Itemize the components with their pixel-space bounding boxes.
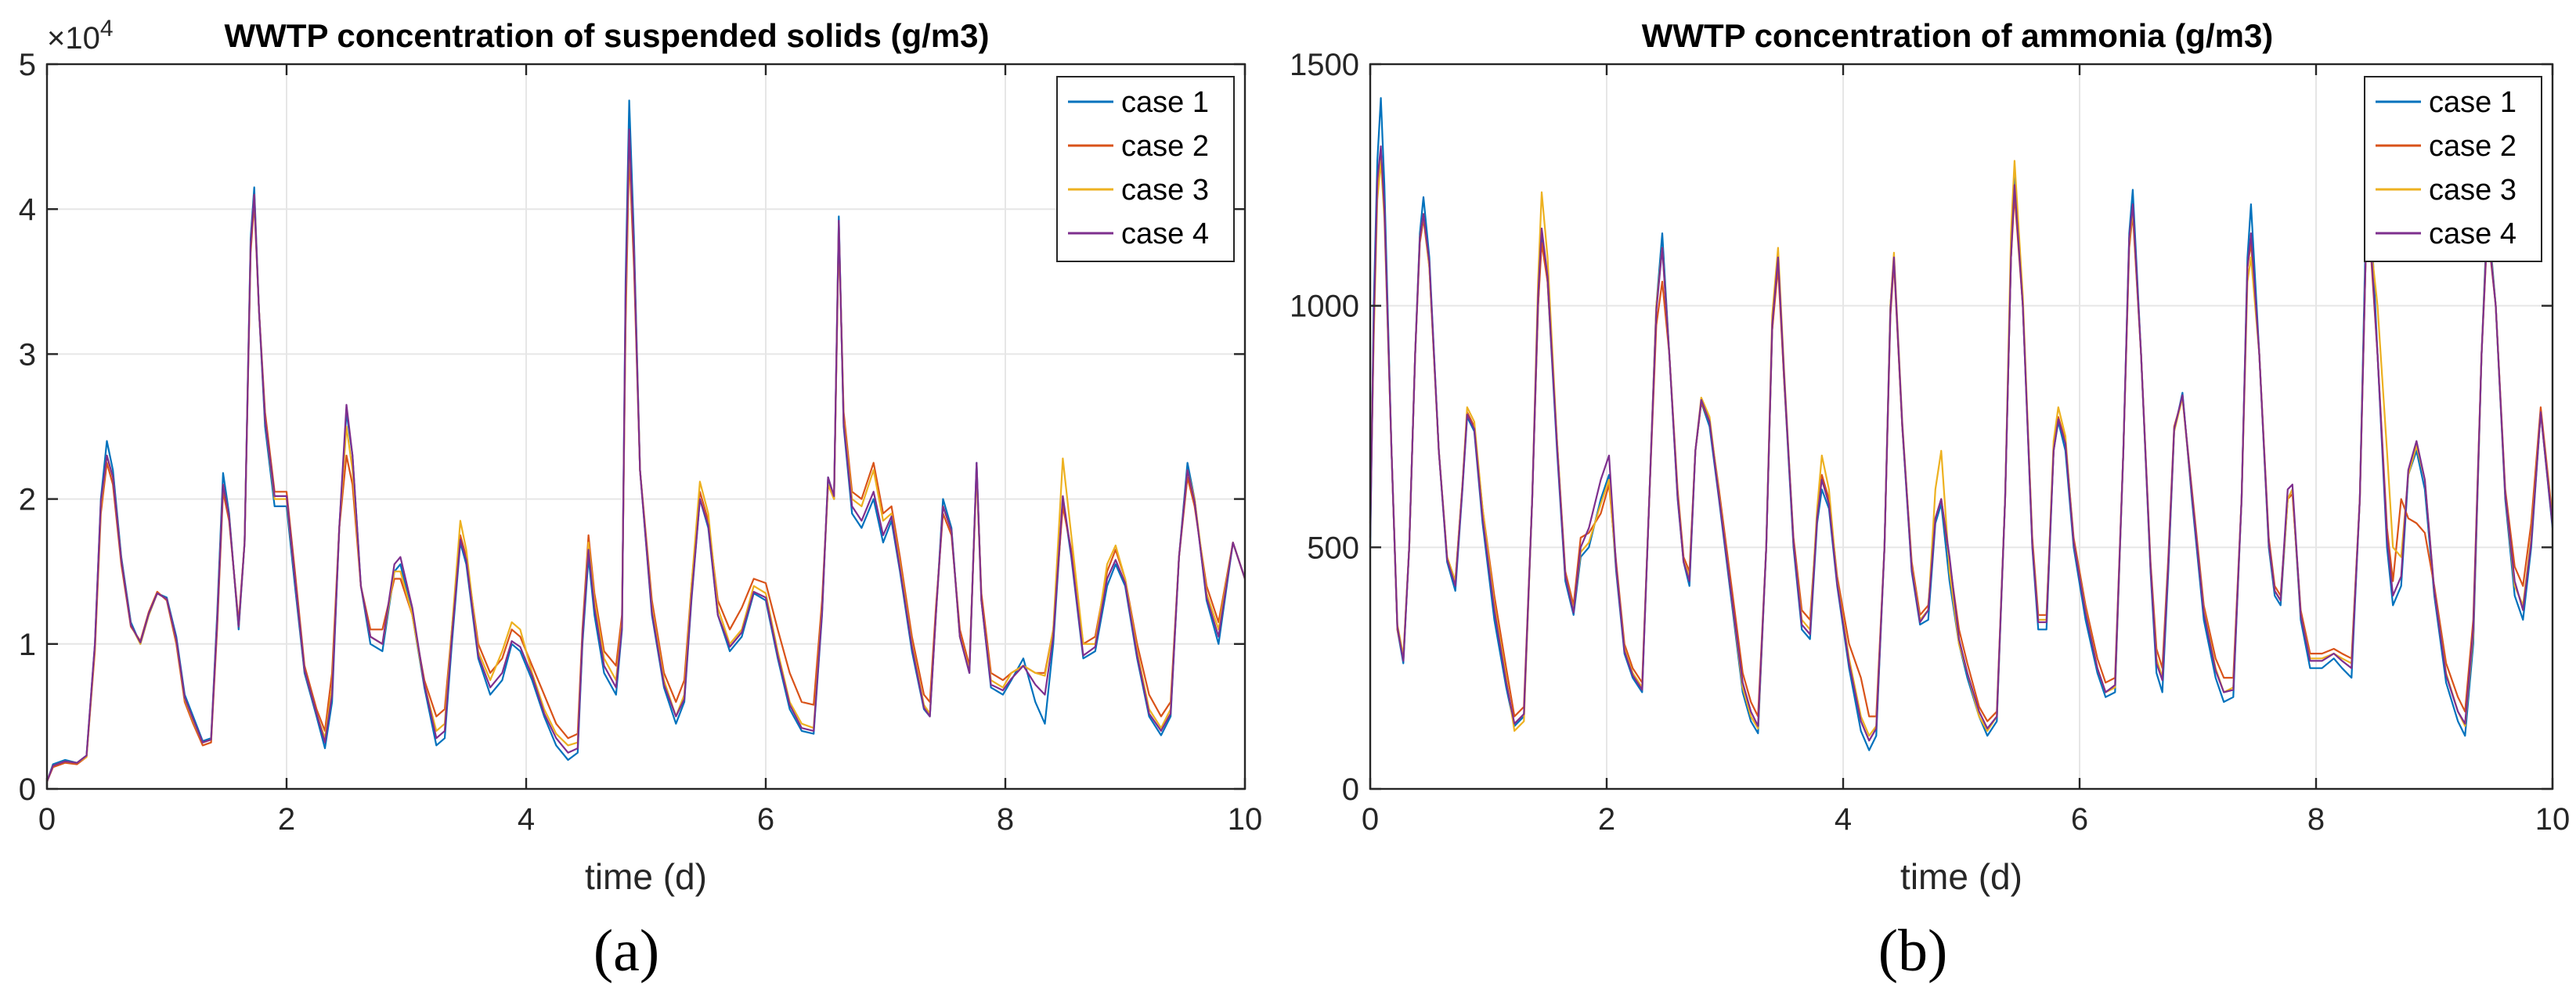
- x-tick-label: 10: [1228, 802, 1263, 837]
- legend-box: [1056, 76, 1235, 262]
- y-tick-label: 1000: [1290, 290, 1359, 324]
- subplot-label: (b): [1878, 918, 1948, 984]
- y-tick-label: 1500: [1290, 48, 1359, 82]
- series-line-case-4: [45, 128, 1247, 783]
- x-axis-label: time (d): [1900, 856, 2022, 897]
- y-tick-label: 0: [1342, 772, 1359, 807]
- x-tick-label: 8: [997, 802, 1014, 837]
- y-tick-label: 3: [19, 337, 36, 372]
- x-tick-label: 8: [2307, 802, 2325, 837]
- y-tick-label: 0: [19, 772, 36, 807]
- x-tick-label: 2: [1598, 802, 1615, 837]
- legend-box: [2364, 76, 2542, 262]
- series-line-case-4: [1369, 145, 2554, 742]
- chart-title: WWTP concentration of suspended solids (…: [225, 17, 990, 54]
- x-tick-label: 0: [38, 802, 56, 837]
- x-tick-label: 2: [278, 802, 295, 837]
- legend-label-case-3: case 3: [2429, 174, 2516, 207]
- x-tick-label: 10: [2535, 802, 2571, 837]
- legend-label-case-1: case 1: [1121, 86, 1209, 119]
- legend-label-case-4: case 4: [2429, 218, 2516, 250]
- series-line-case-3: [1369, 160, 2554, 737]
- y-tick-label: 2: [19, 483, 36, 517]
- legend-label-case-4: case 4: [1121, 218, 1209, 250]
- y-exponent-base: ×10: [47, 21, 100, 56]
- x-tick-label: 6: [757, 802, 774, 837]
- x-tick-label: 4: [1835, 802, 1852, 837]
- x-axis-label: time (d): [585, 856, 707, 897]
- y-tick-label: 4: [19, 193, 36, 227]
- series-group: [1369, 97, 2554, 751]
- axes-box: [45, 63, 1247, 790]
- y-exponent-power: 4: [100, 16, 114, 41]
- y-tick-label: 500: [1307, 531, 1359, 565]
- y-tick-label: 5: [19, 48, 36, 82]
- legend-label-case-2: case 2: [1121, 130, 1209, 163]
- plot-area: [1370, 64, 2553, 789]
- legend-label-case-3: case 3: [1121, 174, 1209, 207]
- x-tick-label: 0: [1362, 802, 1379, 837]
- x-tick-label: 4: [518, 802, 535, 837]
- chart-b: 0 2 4 6 8 10 0 500 1000 1500 WWTP concentration of…: [1290, 17, 2570, 984]
- y-tick-label: 1: [19, 628, 36, 662]
- legend-label-case-1: case 1: [2429, 86, 2516, 119]
- legend-label-case-2: case 2: [2429, 130, 2516, 163]
- chart-title: WWTP concentration of ammonia (g/m3): [1642, 17, 2274, 54]
- legend: case 1 case 2 case 3 case 4: [1056, 76, 1235, 262]
- series-group: [45, 99, 1247, 783]
- subplot-label: (a): [593, 918, 659, 984]
- axes-box: [1369, 63, 2554, 790]
- legend: case 1 case 2 case 3 case 4: [2364, 76, 2542, 262]
- x-tick-label: 6: [2071, 802, 2088, 837]
- y-exponent: ×104: [47, 16, 114, 56]
